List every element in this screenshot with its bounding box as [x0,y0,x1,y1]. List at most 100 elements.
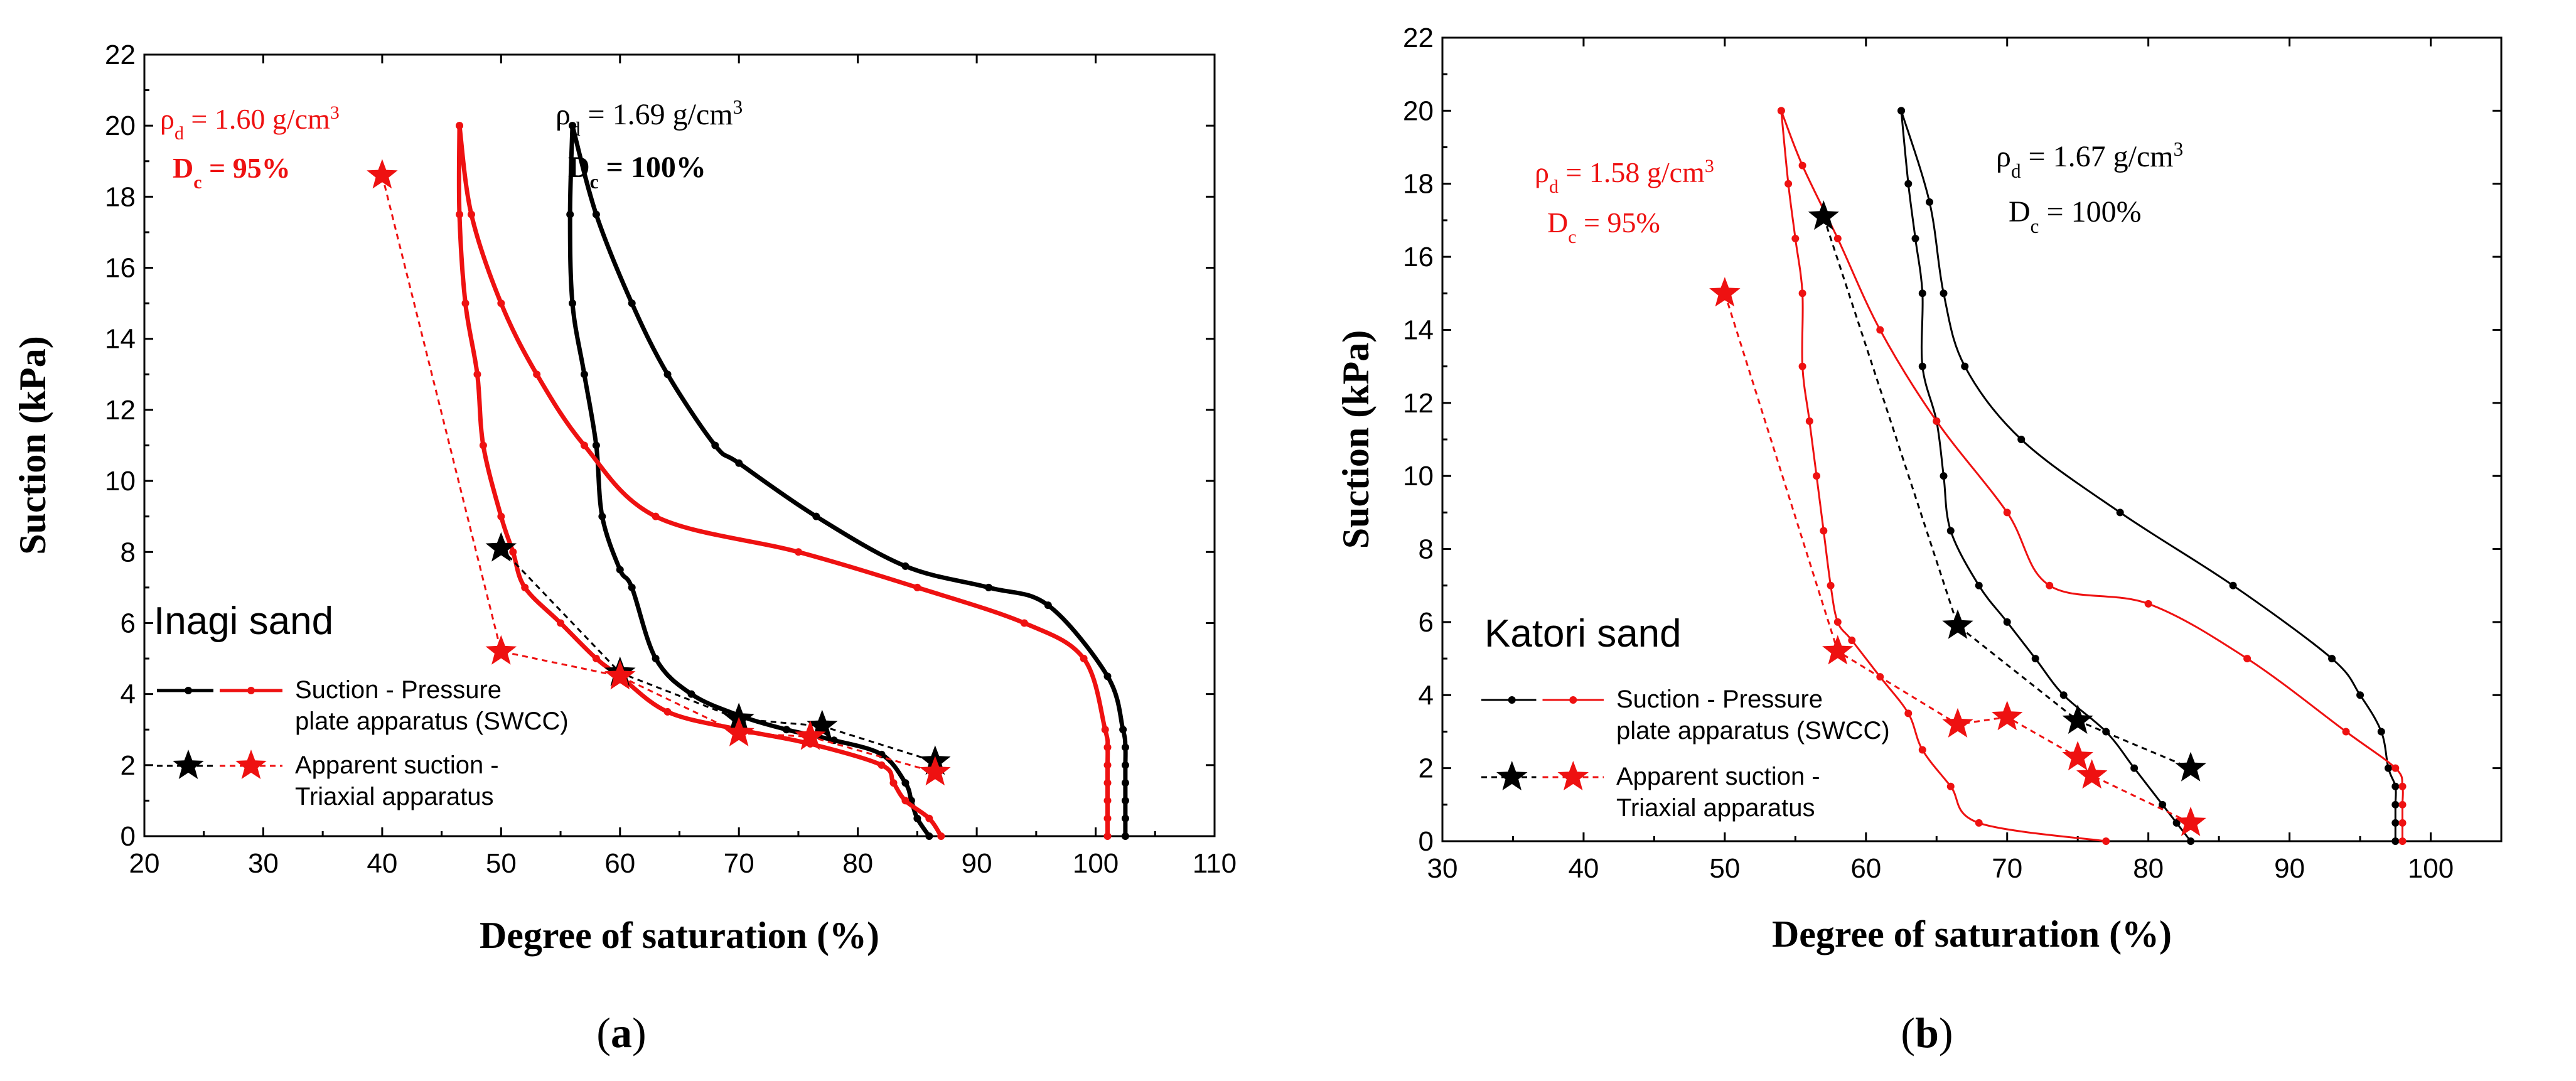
legend-entry-dot: Suction - Pressure plate apparatus (SWCC) [1481,686,1890,745]
y-tick-label: 2 [121,750,136,781]
legend-dot-red [1569,696,1577,704]
data-point [735,459,743,467]
data-point [925,814,933,822]
y-tick-label: 10 [1403,461,1434,492]
data-point [937,832,945,840]
data-point [461,299,470,308]
data-point [592,210,600,218]
data-point [985,583,993,591]
data-point [2017,436,2026,443]
data-point [456,210,464,218]
data-point [2398,837,2407,845]
y-tick-label: 22 [1403,23,1434,53]
x-tick-label: 20 [129,848,160,879]
y-tick-label: 8 [121,537,136,567]
data-point [1103,761,1112,769]
data-point [1798,161,1806,169]
y-axis-title: Suction (kPa) [12,336,53,554]
data-point [628,583,636,591]
data-point [616,566,624,574]
data-point [497,299,505,308]
series-line [570,125,1128,837]
data-point [1926,198,1934,206]
data-point [479,441,487,449]
star-marker [2175,806,2206,836]
x-tick-label: 50 [1709,853,1740,884]
data-point [652,655,660,663]
x-axis-title: Degree of saturation (%) [1772,913,2172,955]
y-tick-label: 2 [1419,753,1434,784]
data-point [889,779,898,787]
legend-dot-red [247,687,255,694]
data-point [467,210,475,218]
x-tick-label: 50 [486,848,517,879]
density-annotation: ρd = 1.58 g/cm3 [1535,156,1714,197]
data-point [1103,814,1112,822]
data-point [711,441,719,449]
series-black-4 [485,532,951,775]
data-point [569,299,576,308]
data-point [2391,800,2400,809]
data-point [592,441,600,449]
x-tick-label: 100 [2408,853,2454,884]
y-tick-label: 18 [105,181,136,212]
star-marker [367,159,398,189]
data-point [1044,601,1052,610]
chart-panel-a: 20 30 40 50 60 70 80 90 100 110 0 2 4 6 8 10 12 14 16 18 20 2… [12,40,1237,1057]
legend-star-black [173,750,204,779]
data-point [2356,691,2364,699]
series-red-2 [456,122,1112,840]
star-marker [2076,759,2108,789]
x-tick-label: 40 [1568,853,1599,884]
data-point [2391,837,2400,845]
chart-title: Katori sand [1484,612,1682,655]
data-point [1813,472,1821,480]
data-point [1119,726,1127,734]
series-red-2 [1777,107,2407,845]
data-point [1080,655,1088,663]
legend-label: Apparent suction - [1616,763,1820,790]
star-marker [485,532,517,562]
data-point [1103,779,1112,787]
legend-label: plate apparatus (SWCC) [295,707,569,735]
data-point [2398,800,2407,809]
series-black-1 [566,122,933,840]
legend-entry-star: Apparent suction - Triaxial apparatus [1481,761,1820,822]
data-point [592,655,600,663]
star-marker [723,716,754,746]
panel-caption: (a) [596,1009,646,1057]
star-marker [2062,741,2093,771]
y-tick-label: 4 [1419,680,1434,711]
data-point [1946,782,1955,790]
data-point [794,548,802,556]
series-black-4 [1808,200,2206,782]
star-marker [2175,751,2206,782]
data-point [1777,107,1785,115]
chart-panel-b: 30 40 50 60 70 80 90 100 0 2 4 6 8 10 12 14 16 18 20 22 Degr… [1335,23,2503,1057]
density-annotation: ρd = 1.67 g/cm3 [1996,138,2183,182]
star-marker [1942,707,1973,738]
data-point [1121,814,1129,822]
data-point [580,370,588,379]
data-point [1103,832,1112,840]
data-point [1848,637,1856,644]
star-marker [920,756,951,786]
data-point [509,548,517,556]
data-point [2003,508,2011,517]
y-tick-label: 16 [105,253,136,284]
data-point [456,122,464,130]
x-axis-title: Degree of saturation (%) [480,915,879,956]
data-point [1820,527,1828,535]
data-point [687,690,695,698]
data-point [1791,235,1800,242]
data-point [580,441,588,449]
data-point [1946,527,1955,535]
legend-entry-dot: Suction - Pressure plate apparatus (SWCC) [157,676,569,735]
legend-label: Apparent suction - [295,751,499,779]
compaction-annotation: Dc = 95% [173,152,291,193]
x-tick-label: 60 [604,848,635,879]
density-annotation: ρd = 1.69 g/cm3 [555,96,743,140]
star-marker [485,635,517,665]
density-annotation: ρd = 1.60 g/cm3 [160,102,340,144]
data-point [2144,600,2152,608]
